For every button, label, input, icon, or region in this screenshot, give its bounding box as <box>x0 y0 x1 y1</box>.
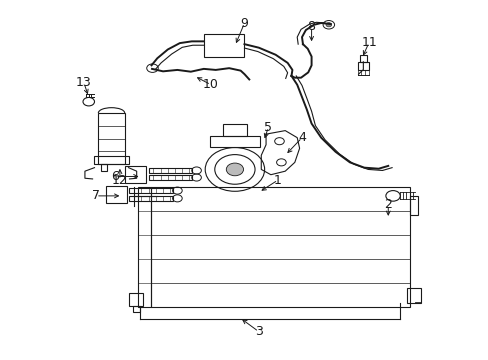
Text: 12: 12 <box>112 174 127 186</box>
Text: 5: 5 <box>264 121 272 134</box>
Bar <box>357 62 368 69</box>
Text: 13: 13 <box>76 76 92 90</box>
Bar <box>148 175 191 180</box>
Bar <box>209 136 260 147</box>
Text: 6: 6 <box>111 170 119 183</box>
Bar <box>98 113 124 164</box>
Text: 3: 3 <box>254 325 262 338</box>
Bar <box>151 187 409 307</box>
Circle shape <box>226 163 243 176</box>
Bar <box>124 166 146 183</box>
Bar <box>148 168 191 173</box>
Bar <box>359 55 366 62</box>
Bar <box>409 196 418 215</box>
Bar <box>129 293 143 306</box>
Bar <box>223 123 246 136</box>
Bar <box>407 288 420 303</box>
Bar <box>101 164 107 171</box>
Bar <box>129 188 172 193</box>
Bar <box>129 195 172 201</box>
Bar <box>93 156 129 164</box>
Text: 4: 4 <box>298 131 305 144</box>
Bar <box>133 306 139 312</box>
Text: 7: 7 <box>92 189 100 202</box>
Text: 1: 1 <box>274 174 282 186</box>
Text: 10: 10 <box>203 78 219 91</box>
Text: 2: 2 <box>384 198 391 211</box>
Text: 8: 8 <box>307 20 315 33</box>
Text: 11: 11 <box>361 36 376 49</box>
Bar <box>203 33 244 57</box>
Circle shape <box>325 23 331 27</box>
Text: 9: 9 <box>240 17 248 30</box>
Bar <box>137 187 151 307</box>
Bar <box>105 186 127 203</box>
